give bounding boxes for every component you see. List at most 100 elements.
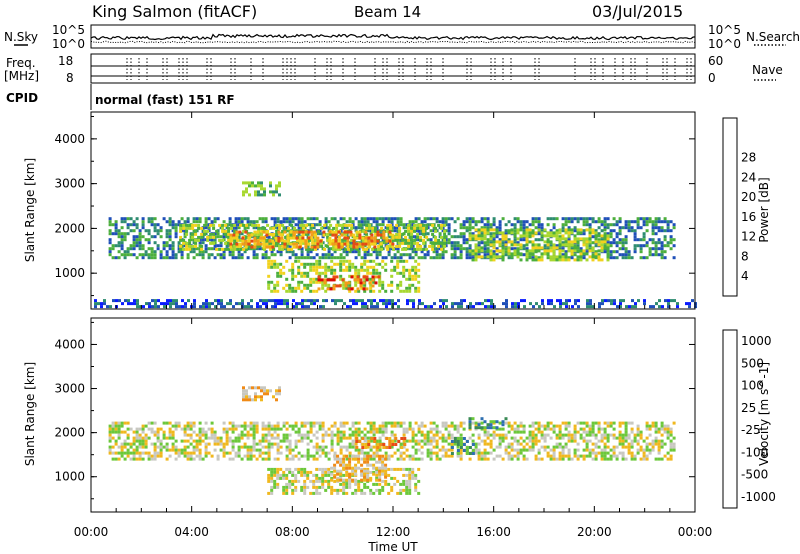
power-cell — [525, 220, 529, 224]
velocity-cell — [408, 470, 412, 474]
power-cell — [115, 299, 118, 303]
velocity-cell — [378, 482, 382, 486]
power-cell — [278, 184, 281, 188]
power-cell — [197, 235, 201, 239]
power-cell — [558, 252, 562, 256]
power-cell — [567, 246, 571, 250]
power-cell — [278, 226, 282, 230]
power-cell — [277, 302, 280, 306]
power-cell — [633, 232, 637, 236]
power-cell — [291, 262, 295, 266]
power-cell — [250, 233, 254, 237]
velocity-cell — [561, 436, 565, 440]
power-cell — [267, 256, 271, 260]
power-cell — [135, 244, 139, 248]
velocity-cell — [333, 473, 337, 477]
power-cell — [338, 247, 342, 251]
power-cell — [579, 237, 583, 241]
velocity-cell — [126, 433, 130, 437]
power-cell — [380, 247, 384, 251]
power-cell — [334, 299, 337, 303]
velocity-cell — [426, 448, 430, 452]
velocity-cell — [117, 433, 121, 437]
velocity-cell — [357, 466, 361, 470]
power-cell — [166, 299, 169, 303]
power-cell — [298, 239, 302, 243]
power-cell — [561, 226, 565, 230]
power-cell — [532, 305, 535, 309]
power-cell — [289, 242, 293, 246]
power-cell — [159, 235, 163, 239]
power-cell — [175, 305, 178, 309]
power-cell — [453, 253, 457, 257]
power-cell — [414, 286, 418, 290]
power-cell — [233, 247, 237, 251]
power-cell — [316, 239, 320, 243]
power-cell — [657, 241, 661, 245]
velocity-cell — [552, 448, 556, 452]
power-cell — [214, 299, 217, 303]
power-cell — [320, 226, 324, 230]
velocity-cell — [225, 439, 229, 443]
velocity-cell — [351, 454, 355, 458]
power-cell — [504, 243, 508, 247]
power-cell — [250, 305, 253, 309]
velocity-cell — [405, 479, 409, 483]
velocity-cell — [348, 457, 352, 461]
power-cell — [370, 305, 373, 309]
velocity-cell — [339, 439, 343, 443]
velocity-cell — [504, 448, 508, 452]
power-cell — [356, 232, 360, 236]
power-cell — [294, 223, 298, 227]
velocity-cell — [597, 424, 601, 428]
power-cell — [525, 252, 529, 256]
power-cell — [168, 256, 172, 260]
power-cell — [651, 241, 655, 245]
velocity-cell — [336, 439, 340, 443]
power-cell — [450, 247, 454, 251]
power-cell — [465, 229, 469, 233]
power-cell — [462, 226, 466, 230]
power-cell — [328, 242, 332, 246]
velocity-cell — [495, 445, 499, 449]
power-cell — [600, 223, 604, 227]
power-cell — [292, 245, 296, 249]
velocity-cell — [120, 442, 124, 446]
power-cell — [490, 302, 493, 306]
power-cell — [657, 217, 661, 221]
velocity-cell — [248, 386, 251, 390]
velocity-cell — [288, 445, 292, 449]
velocity-cell — [294, 473, 298, 477]
power-cell — [204, 220, 208, 224]
power-cell — [627, 226, 631, 230]
power-cell — [337, 242, 341, 246]
power-cell — [267, 274, 271, 278]
velocity-cell — [243, 421, 247, 425]
power-cell — [546, 252, 550, 256]
power-cell — [669, 235, 673, 239]
velocity-cell — [189, 424, 193, 428]
velocity-cell — [297, 439, 301, 443]
velocity-cell — [336, 457, 340, 461]
velocity-cell — [432, 451, 436, 455]
power-cell — [516, 247, 520, 251]
power-cell — [522, 234, 526, 238]
velocity-cell — [195, 442, 199, 446]
velocity-cell — [273, 485, 277, 489]
power-cell — [483, 237, 487, 241]
power-cell — [183, 235, 187, 239]
velocity-cell — [360, 448, 364, 452]
velocity-cell — [588, 430, 592, 434]
power-cell — [396, 247, 400, 251]
power-cell — [354, 271, 358, 275]
power-cell — [153, 250, 157, 254]
velocity-cell — [618, 424, 622, 428]
power-cell — [416, 226, 420, 230]
velocity-cell — [165, 421, 169, 425]
velocity-cell — [612, 451, 616, 455]
velocity-cell — [318, 448, 322, 452]
velocity-cell — [567, 457, 571, 461]
power-cell — [126, 217, 130, 221]
power-cell — [332, 244, 336, 248]
power-cell — [411, 250, 415, 254]
